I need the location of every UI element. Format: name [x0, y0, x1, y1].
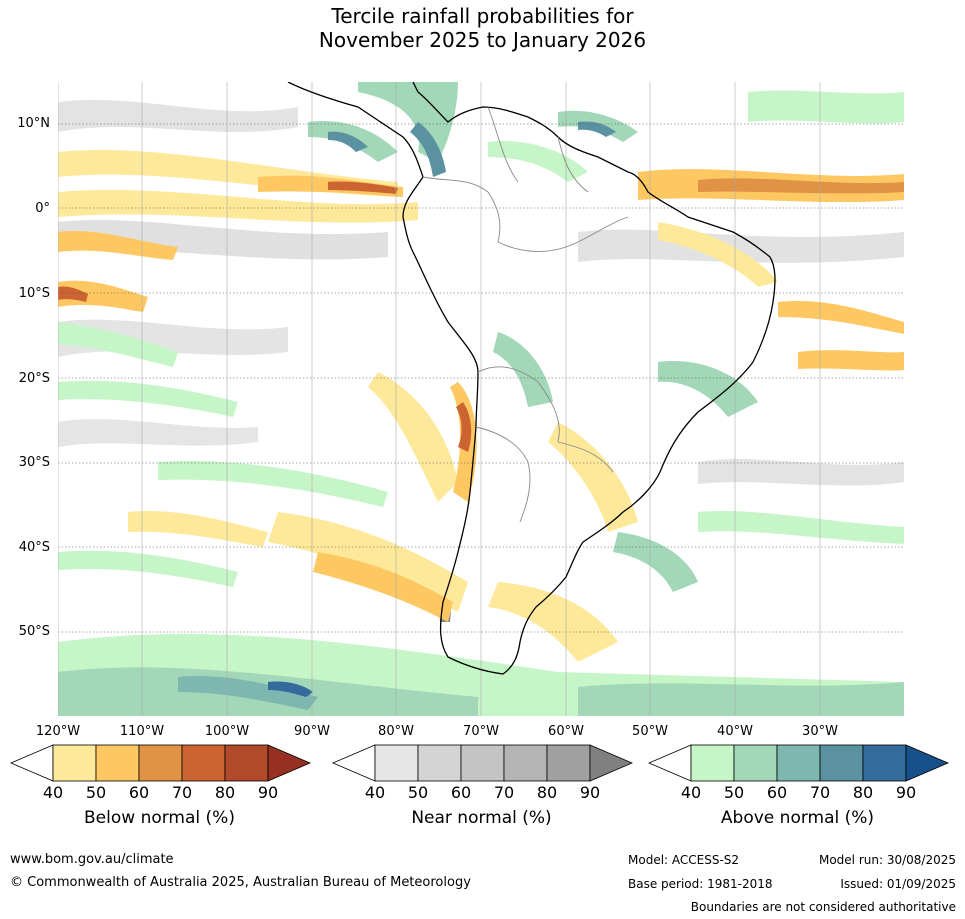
lat-label-30s: 30°S	[18, 455, 50, 470]
model-run-text: Model run: 30/08/2025	[818, 853, 956, 867]
below-normal-tick-40: 40	[42, 783, 64, 802]
model-text: Model: ACCESS-S2	[628, 853, 740, 867]
near-normal-tick-60: 60	[450, 783, 472, 802]
above-normal-tick-80: 80	[852, 783, 874, 802]
above-normal-swatch-max	[905, 744, 950, 782]
rainfall-probability-map	[58, 82, 904, 716]
near-normal-tick-70: 70	[493, 783, 515, 802]
near-normal-swatch-5	[546, 744, 591, 782]
below-normal-tick-90: 90	[257, 783, 279, 802]
below-normal-tick-60: 60	[128, 783, 150, 802]
near-normal-tick-90: 90	[579, 783, 601, 802]
below-normal-swatch-4	[181, 744, 226, 782]
coastline	[287, 82, 776, 675]
lon-label-30w: 30°W	[802, 724, 838, 739]
above-normal-swatch-2	[733, 744, 778, 782]
below-normal-tick-80: 80	[214, 783, 236, 802]
near-normal-swatch-4	[503, 744, 548, 782]
near-normal-tick-80: 80	[536, 783, 558, 802]
below-normal-swatch-min	[9, 744, 54, 782]
above-normal-tick-40: 40	[680, 783, 702, 802]
below-normal-tick-50: 50	[85, 783, 107, 802]
above-normal-swatch-3	[776, 744, 821, 782]
disclaimer-text: Boundaries are not considered authoritat…	[690, 900, 956, 914]
above-normal-tick-60: 60	[766, 783, 788, 802]
below-normal-swatch-2	[95, 744, 140, 782]
near-normal-tick-40: 40	[364, 783, 386, 802]
below-normal-swatch-1	[52, 744, 97, 782]
above-normal-colorbar-title: Above normal (%)	[720, 808, 875, 828]
below-normal-colorbar-title: Below normal (%)	[84, 808, 235, 828]
near-normal-swatch-1	[374, 744, 419, 782]
lon-label-110w: 110°W	[119, 724, 165, 739]
lon-label-80w: 80°W	[378, 724, 414, 739]
lon-label-90w: 90°W	[294, 724, 330, 739]
title-line-1: Tercile rainfall probabilities for	[331, 4, 634, 28]
below-normal-colorbar	[9, 744, 312, 786]
near-normal-tick-50: 50	[407, 783, 429, 802]
near-normal-colorbar-title: Near normal (%)	[411, 808, 552, 828]
above-normal-colorbar	[647, 744, 950, 786]
lat-label-40s: 40°S	[18, 540, 50, 555]
above-normal-tick-90: 90	[895, 783, 917, 802]
above-normal-swatch-min	[647, 744, 692, 782]
lat-label-10n: 10°N	[17, 116, 50, 131]
above-normal-swatch-5	[862, 744, 907, 782]
lon-label-100w: 100°W	[204, 724, 250, 739]
below-normal-swatch-3	[138, 744, 183, 782]
lat-label-20s: 20°S	[18, 371, 50, 386]
graticule	[58, 123, 904, 633]
below-normal-swatch-5	[224, 744, 269, 782]
near-normal-swatch-3	[460, 744, 505, 782]
lon-label-50w: 50°W	[632, 724, 668, 739]
lat-label-10s: 10°S	[18, 286, 50, 301]
near-normal-swatch-2	[417, 744, 462, 782]
title-line-2: November 2025 to January 2026	[318, 28, 647, 52]
lon-label-60w: 60°W	[548, 724, 584, 739]
map-title: Tercile rainfall probabilities for Novem…	[0, 4, 965, 52]
lon-label-70w: 70°W	[463, 724, 499, 739]
near-normal-swatch-max	[589, 744, 634, 782]
copyright-text: © Commonwealth of Australia 2025, Austra…	[10, 875, 471, 890]
meridians	[58, 82, 821, 716]
lon-label-40w: 40°W	[717, 724, 753, 739]
near-normal-swatch-min	[331, 744, 376, 782]
country-borders	[422, 106, 629, 523]
above-normal-swatch-4	[819, 744, 864, 782]
above-normal-swatch-1	[690, 744, 735, 782]
lat-label-50s: 50°S	[18, 624, 50, 639]
above-normal-tick-70: 70	[809, 783, 831, 802]
near-normal-colorbar	[331, 744, 634, 786]
lat-label-0: 0°	[35, 201, 50, 216]
website-link[interactable]: www.bom.gov.au/climate	[10, 852, 174, 867]
lon-label-120w: 120°W	[35, 724, 81, 739]
issued-text: Issued: 01/09/2025	[840, 877, 956, 891]
above-normal-tick-50: 50	[723, 783, 745, 802]
below-normal-tick-70: 70	[171, 783, 193, 802]
below-normal-swatch-max	[267, 744, 312, 782]
base-period-text: Base period: 1981-2018	[628, 877, 773, 891]
